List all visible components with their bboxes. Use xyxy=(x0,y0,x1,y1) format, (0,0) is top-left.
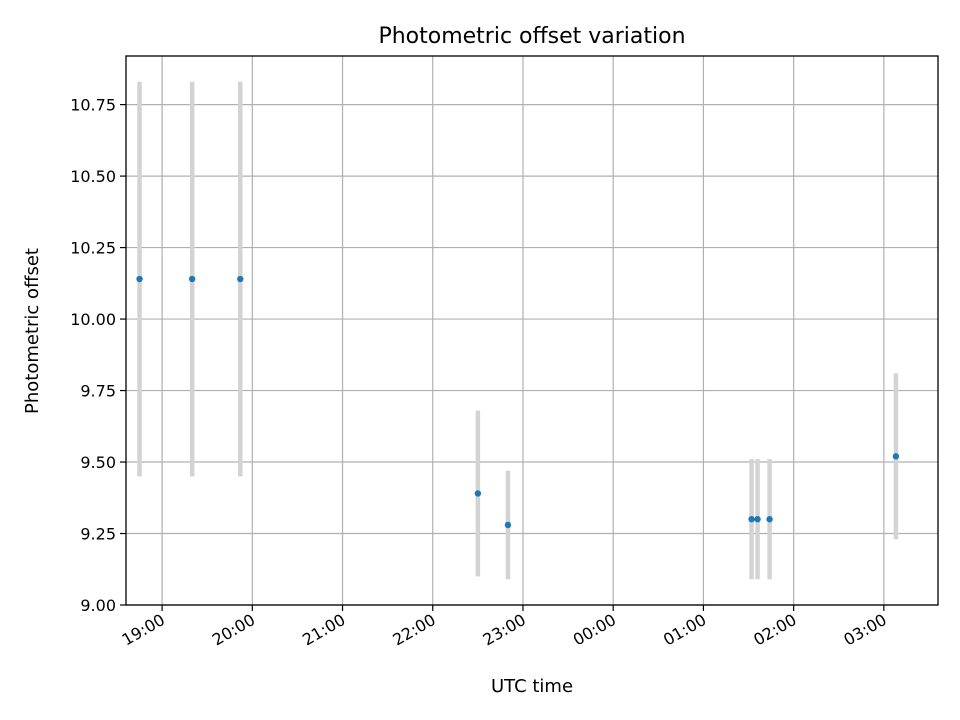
data-point xyxy=(766,516,773,523)
data-point xyxy=(892,453,900,460)
y-tick-label: 9.25 xyxy=(80,525,116,544)
grid-lines xyxy=(126,56,938,606)
y-tick-label: 9.00 xyxy=(80,596,116,615)
y-tick-label: 9.50 xyxy=(80,453,116,472)
y-tick-label: 9.75 xyxy=(80,382,116,401)
data-point xyxy=(504,521,512,529)
plot-frame xyxy=(125,55,939,606)
y-tick-label: 10.50 xyxy=(70,167,116,186)
data-point xyxy=(188,275,196,283)
y-tick-label: 10.00 xyxy=(70,310,116,329)
data-point xyxy=(136,275,143,283)
y-axis-label: Photometric offset xyxy=(22,248,43,414)
data-point xyxy=(748,516,755,523)
data-point xyxy=(754,516,761,523)
y-tick-label: 10.25 xyxy=(70,239,116,258)
y-tick-label: 10.75 xyxy=(70,96,116,115)
data-point xyxy=(474,490,482,497)
data-point xyxy=(237,275,244,283)
chart-title: Photometric offset variation xyxy=(378,24,685,49)
data-points xyxy=(136,275,900,529)
x-axis-label: UTC time xyxy=(491,676,573,697)
y-axis-ticks: 9.00 9.25 9.50 9.75 10.00 10.25 10.50 10.75 xyxy=(70,96,126,615)
